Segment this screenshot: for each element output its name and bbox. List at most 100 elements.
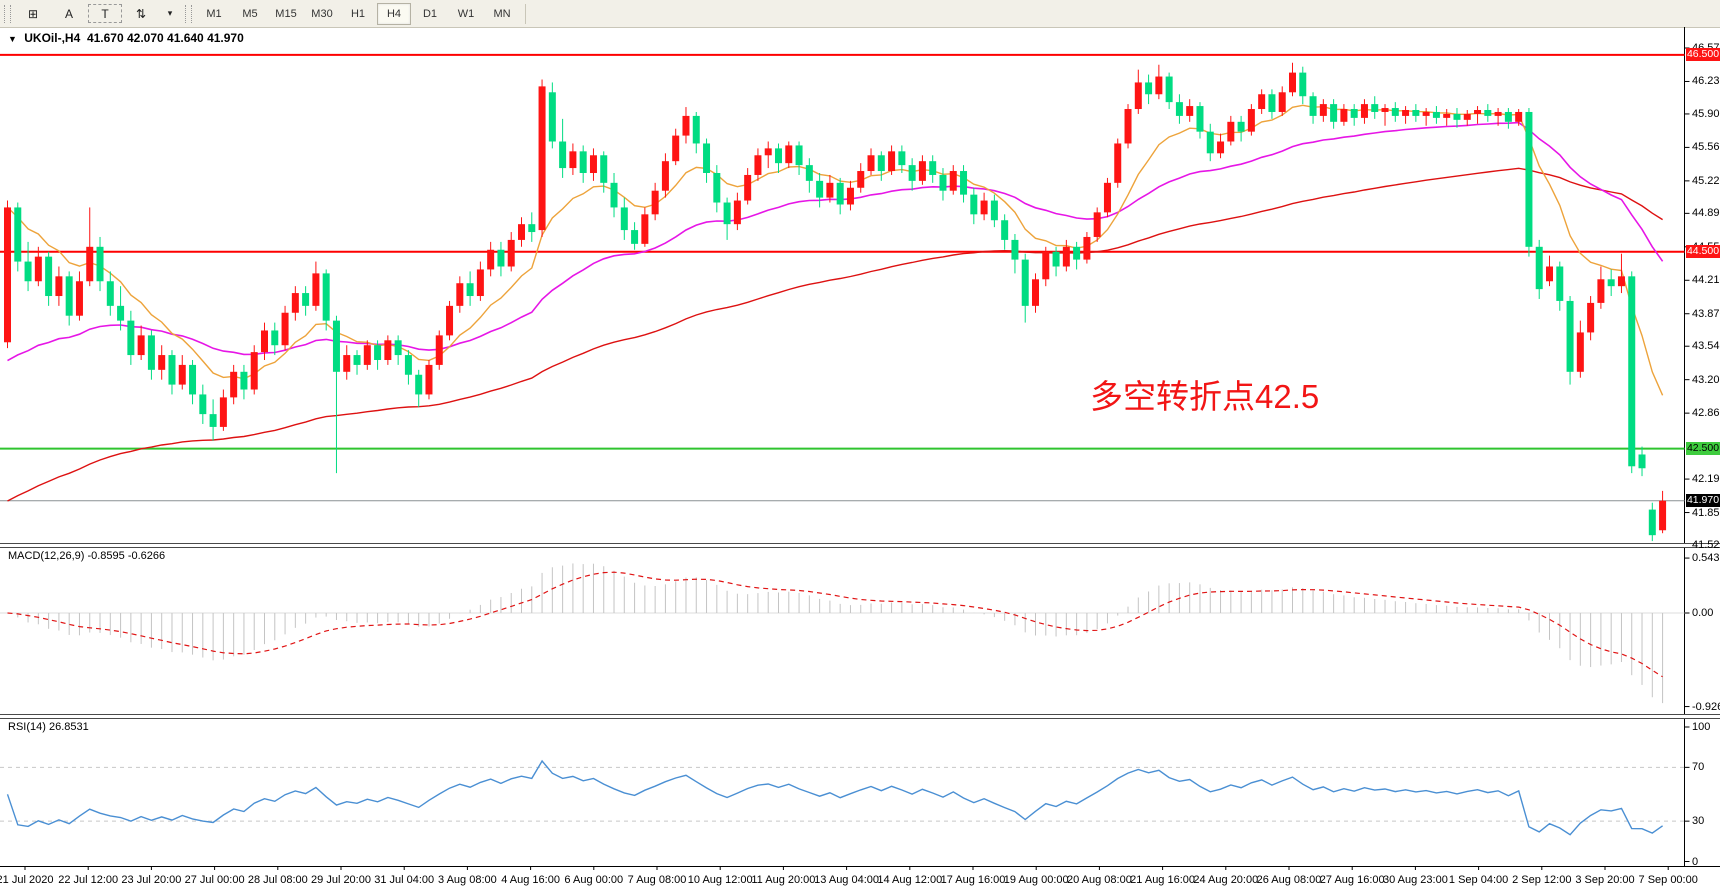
candle-body <box>518 224 525 240</box>
candle-body <box>1001 220 1009 240</box>
candle-body <box>1350 109 1358 118</box>
candle-body <box>1371 104 1379 112</box>
candle-body <box>1381 108 1389 112</box>
candle-body <box>1186 106 1194 116</box>
panel-separator-macd[interactable] <box>0 543 1720 548</box>
candle-body <box>1617 276 1625 287</box>
candle-body <box>600 155 608 183</box>
candle-body <box>1607 279 1615 287</box>
time-tick-label: 2 Sep 12:00 <box>1512 874 1572 886</box>
candle-body <box>261 330 268 353</box>
time-tick-label: 1 Sep 04:00 <box>1448 874 1509 886</box>
candle-body <box>1258 94 1266 110</box>
candle-body <box>1278 92 1286 112</box>
candle-body <box>14 207 22 262</box>
candle-body <box>137 335 145 356</box>
candle-body <box>1566 300 1574 372</box>
candle-body <box>158 355 166 370</box>
candle-body <box>898 151 906 166</box>
candle-body <box>1422 111 1430 116</box>
timeframe-d1-button[interactable]: D1 <box>422 7 438 20</box>
candle-body <box>1360 104 1368 118</box>
candle-body <box>1299 72 1307 97</box>
candle-body <box>1659 500 1667 531</box>
symbol-dropdown-arrow-icon[interactable]: ▼ <box>8 34 17 44</box>
rsi-label: RSI(14) 26.8531 <box>8 721 89 733</box>
candle-body <box>1474 110 1482 114</box>
candle-body <box>775 148 782 164</box>
candle-body <box>1412 110 1420 116</box>
candle-body <box>589 155 597 173</box>
candle-body <box>744 174 752 201</box>
candle-body <box>641 214 649 244</box>
candle-body <box>548 92 556 142</box>
dropdown-arrow-icon[interactable]: ▾ <box>167 8 173 18</box>
candle-body <box>45 256 53 297</box>
candle-body <box>836 182 844 205</box>
timeframe-w1-button[interactable]: W1 <box>457 7 475 20</box>
candle-body <box>939 174 947 191</box>
text-label-tool-icon[interactable]: T <box>88 4 122 23</box>
candle-body <box>507 239 515 267</box>
candle-body <box>404 355 412 375</box>
candle-body <box>1432 111 1440 118</box>
timeframe-m15-button[interactable]: M15 <box>275 7 297 20</box>
candle-body <box>1453 113 1461 120</box>
time-tick-label: 26 Aug 08:00 <box>1256 874 1322 886</box>
candle-body <box>1648 509 1656 536</box>
candle-body <box>250 352 258 390</box>
timeframe-m1-button[interactable]: M1 <box>206 7 222 20</box>
cursor-tools-icon[interactable]: ⇅ <box>135 6 147 21</box>
candle-body <box>199 394 207 415</box>
candle-body <box>230 371 238 398</box>
font-tool-icon[interactable]: A <box>64 6 73 21</box>
panel-separator-rsi[interactable] <box>0 714 1720 719</box>
candle-body <box>888 151 896 172</box>
time-tick-label: 23 Jul 20:00 <box>121 874 182 886</box>
macd-tick-label: 0.00 <box>1692 607 1714 619</box>
macd-plot-area[interactable] <box>0 546 1685 712</box>
candle-body <box>1556 266 1564 301</box>
macd-label: MACD(12,26,9) -0.8595 -0.6266 <box>8 550 166 562</box>
time-tick-label: 31 Jul 04:00 <box>374 874 435 886</box>
candle-body <box>466 283 474 297</box>
candle-body <box>1391 108 1399 116</box>
toolbar-grip-2[interactable] <box>185 4 192 23</box>
candle-body <box>55 276 63 297</box>
candle-body <box>857 171 865 188</box>
chart-plot-area[interactable] <box>0 40 1685 543</box>
candle-body <box>446 305 454 336</box>
toolbar-grip[interactable] <box>4 4 11 23</box>
candle-body <box>1515 111 1523 122</box>
macd-tick-label: 0.5439 <box>1692 552 1720 565</box>
price-tag-41.970: 41.970 <box>1686 494 1720 508</box>
candle-body <box>1114 143 1122 183</box>
time-tick-label: 20 Aug 08:00 <box>1066 874 1132 886</box>
candle-body <box>425 364 433 395</box>
timeframe-m5-button[interactable]: M5 <box>242 7 258 20</box>
timeframe-m30-button[interactable]: M30 <box>311 7 333 20</box>
candle-body <box>579 151 587 173</box>
price-tick-label: 43.870 <box>1692 307 1720 320</box>
price-tick-label: 43.540 <box>1692 340 1720 353</box>
candle-body <box>672 135 680 162</box>
time-tick-label: 24 Aug 20:00 <box>1193 874 1259 886</box>
candle-body <box>281 312 289 346</box>
time-tick-label: 19 Aug 00:00 <box>1003 874 1069 886</box>
candle-body <box>528 224 536 233</box>
price-tick-label: 41.850 <box>1692 506 1720 519</box>
time-tick-label: 22 Jul 12:00 <box>58 874 119 886</box>
symbol-label: UKOil-,H4 <box>24 31 81 45</box>
grid-snap-icon[interactable]: ⊞ <box>27 6 39 21</box>
timeframe-h1-button[interactable]: H1 <box>350 7 366 20</box>
price-tick-label: 44.890 <box>1692 207 1720 220</box>
candle-body <box>189 364 197 395</box>
timeframe-mn-button[interactable]: MN <box>493 7 511 20</box>
candle-body <box>1402 110 1410 116</box>
candle-body <box>127 320 135 356</box>
candle-body <box>1268 94 1276 112</box>
timeframe-h4-button[interactable]: H4 <box>377 2 411 25</box>
candle-body <box>435 335 443 365</box>
candle-body <box>1011 239 1019 260</box>
